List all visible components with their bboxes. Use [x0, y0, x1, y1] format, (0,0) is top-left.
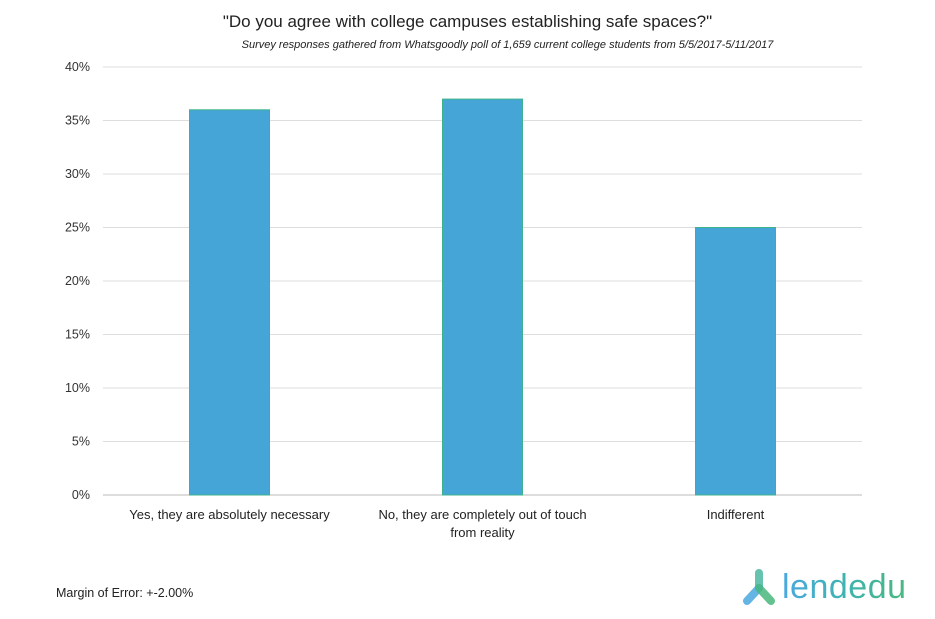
y-tick-label: 0%	[72, 488, 90, 502]
x-tick-label: from reality	[450, 525, 515, 540]
chart-subtitle: Survey responses gathered from Whatsgood…	[241, 39, 774, 51]
bar	[442, 98, 523, 496]
y-tick-label: 5%	[72, 435, 90, 449]
lendedu-logo-text: lendedu	[782, 568, 907, 606]
x-tick-label: Yes, they are absolutely necessary	[129, 507, 330, 522]
y-tick-label: 10%	[65, 381, 90, 395]
y-tick-label: 35%	[65, 114, 90, 128]
y-tick-label: 40%	[65, 60, 90, 74]
margin-of-error: Margin of Error: +-2.00%	[56, 586, 194, 600]
y-tick-label: 15%	[65, 328, 90, 342]
bar	[189, 109, 270, 496]
x-tick-label: No, they are completely out of touch	[378, 507, 586, 522]
lendedu-logo: lendedu	[742, 568, 907, 606]
y-tick-label: 20%	[65, 274, 90, 288]
x-tick-label: Indifferent	[707, 507, 765, 522]
bar	[695, 227, 776, 496]
y-tick-label: 25%	[65, 221, 90, 235]
lendedu-logo-icon	[743, 569, 775, 605]
y-tick-label: 30%	[65, 167, 90, 181]
chart-title: "Do you agree with college campuses esta…	[222, 12, 713, 31]
